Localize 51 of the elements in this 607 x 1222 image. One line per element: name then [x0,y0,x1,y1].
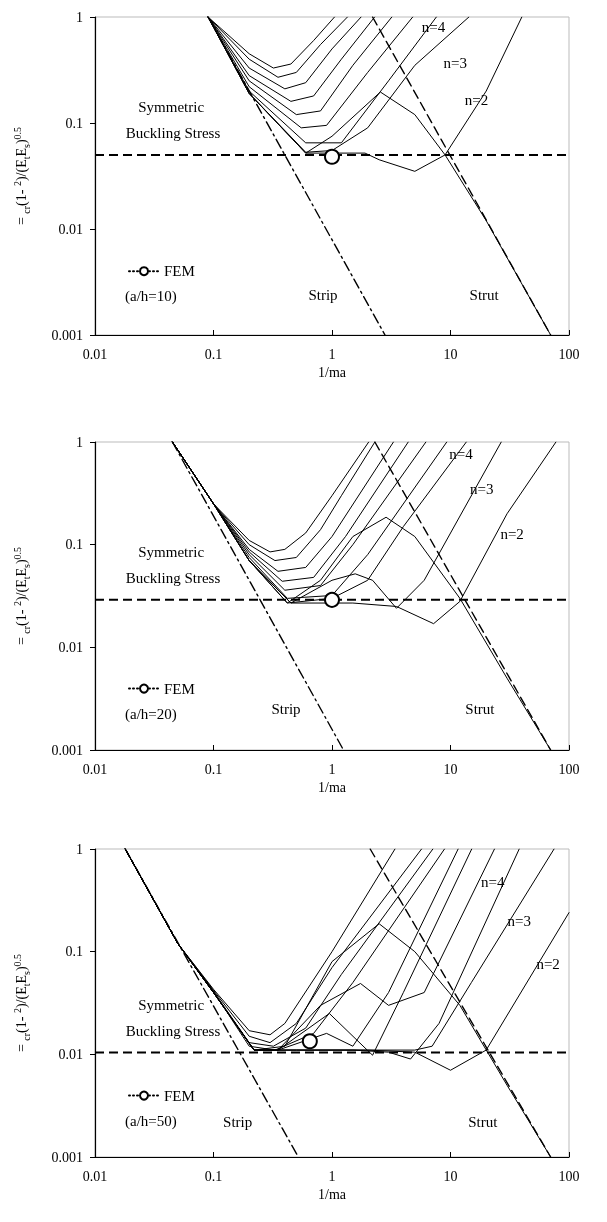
legend-label: FEM [164,263,195,280]
y-tick-label: 0.001 [51,1149,83,1165]
x-tick-label: 10 [443,1168,458,1184]
legend-label: FEM [164,680,195,697]
x-tick-label: 100 [558,1168,580,1184]
x-tick-label: 10 [443,761,458,777]
annotation: Strut [468,1113,499,1130]
annotation: n=2 [500,525,524,542]
annotation: n=4 [421,19,446,36]
x-tick-label: 1 [328,346,336,362]
ref-line-label: Symmetric Buckling Stress [125,98,221,141]
annotation: n=4 [480,873,505,890]
x-axis-title: 1/ma [318,365,347,381]
y-tick-label: 0.001 [51,742,83,758]
annotation: n=2 [464,92,489,108]
y-tick-label: 0.001 [51,327,83,343]
y-tick-label: 0.1 [65,537,83,553]
x-tick-label: 0.1 [204,761,223,777]
ref-line-label: Symmetric Buckling Stress [125,996,221,1039]
annotation: n=4 [449,446,474,463]
annotation: (a/h=10) [125,288,177,306]
y-tick-label: 1 [76,9,83,25]
annotation: Strip [271,701,301,718]
x-tick-label: 1 [328,761,336,777]
x-tick-label: 0.1 [204,346,223,362]
annotation: n=3 [443,54,467,71]
y-tick-label: 0.01 [58,1046,83,1062]
ref-line-label: Symmetric Buckling Stress [125,543,221,586]
annotation: Strip [308,286,338,303]
y-tick-label: 0.01 [58,639,83,655]
annotation: Strut [465,701,496,718]
x-tick-label: 10 [443,346,458,362]
annotation: n=3 [470,480,494,497]
y-tick-label: 0.01 [58,221,83,237]
y-tick-label: 0.1 [65,944,83,960]
x-tick-label: 1 [328,1168,336,1184]
x-axis-title: 1/ma [318,780,347,796]
annotation: Strut [469,286,500,303]
annotation: Strip [223,1113,253,1130]
annotation: n=2 [536,955,560,972]
x-tick-label: 100 [558,761,580,777]
x-tick-label: 100 [558,346,580,362]
y-tick-label: 1 [76,434,83,450]
y-tick-label: 1 [76,841,83,857]
annotation: (a/h=50) [125,1112,177,1130]
annotation: (a/h=20) [125,705,177,723]
annotation: n=3 [507,912,531,929]
legend-label: FEM [164,1087,195,1104]
x-axis-title: 1/ma [318,1187,347,1203]
x-tick-label: 0.1 [204,1168,223,1184]
y-tick-label: 0.1 [65,115,83,131]
